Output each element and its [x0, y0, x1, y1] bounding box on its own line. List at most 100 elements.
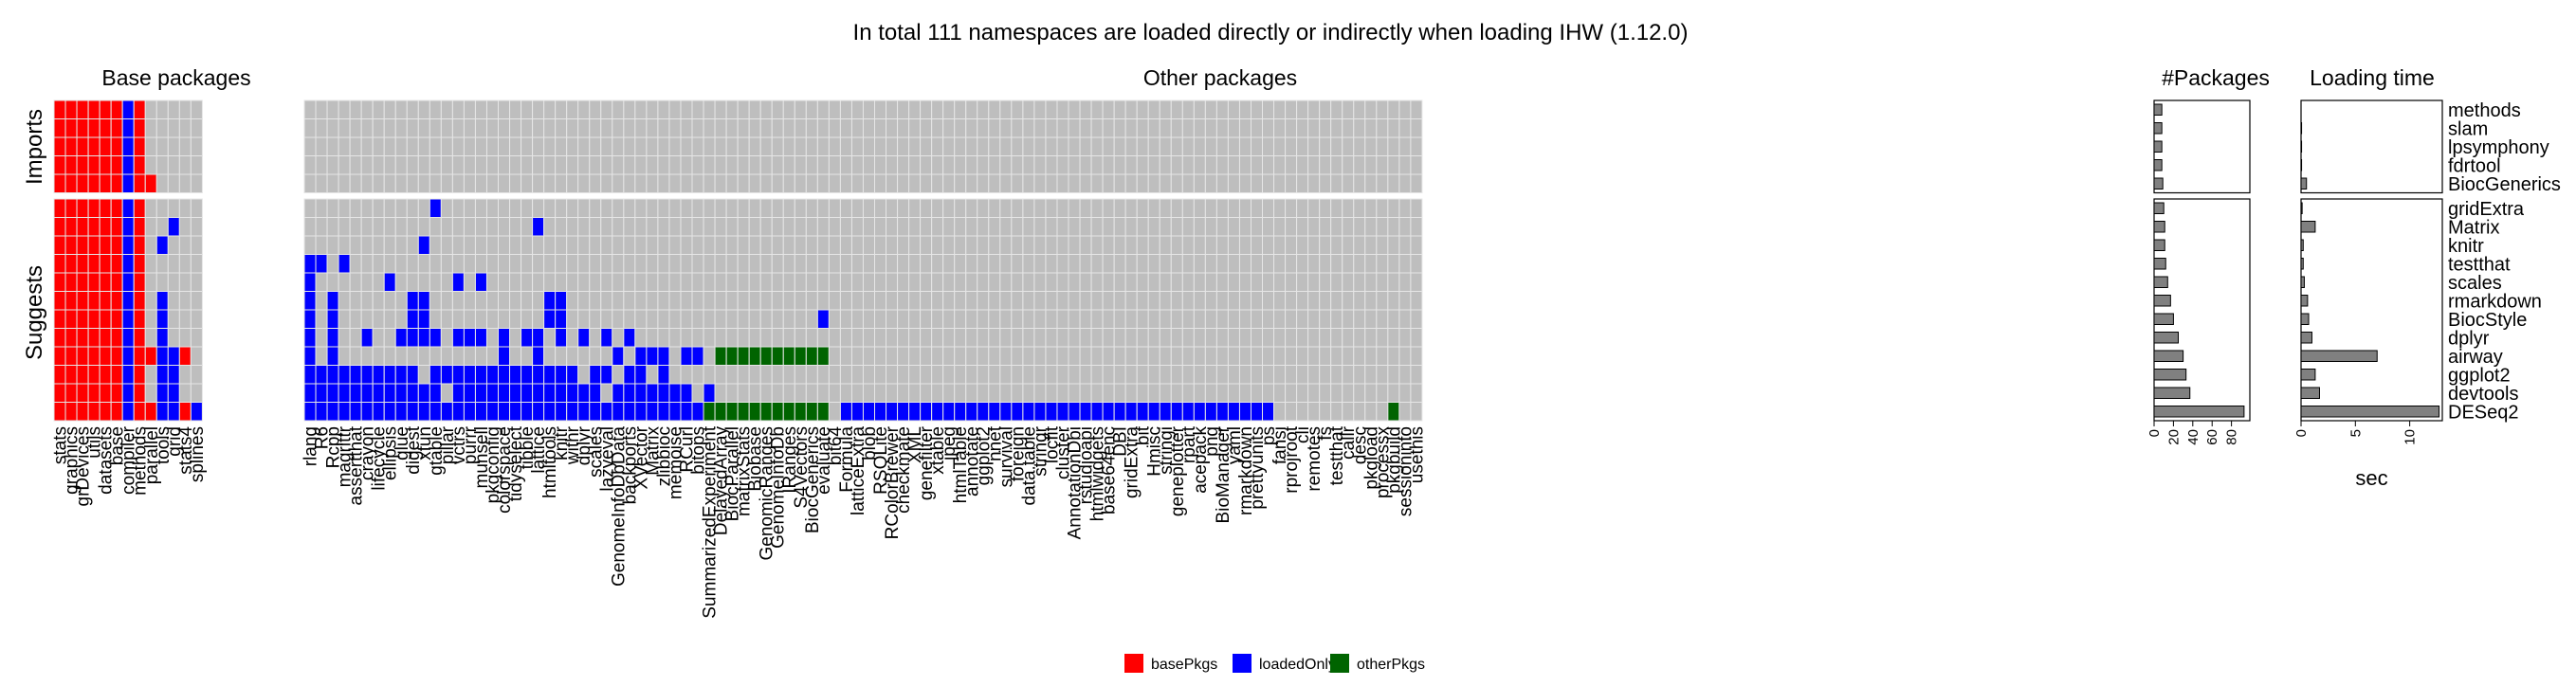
cell-testthat-glue [394, 254, 408, 274]
cell-Matrix-datasets [99, 217, 112, 237]
cell-knitr-munsell [474, 235, 487, 255]
cell-lpsymphony-base64enc [1102, 136, 1115, 156]
column-label-pkgconfig: pkgconfig [484, 426, 503, 503]
cell-BiocGenerics-datasets [99, 173, 112, 193]
cell-BiocGenerics-gtable [429, 173, 442, 193]
cell-rmarkdown-blob [862, 291, 875, 311]
cell-methods-yaml [1227, 99, 1240, 119]
cell-knitr-stats [53, 235, 66, 255]
cell-BiocGenerics-cli [1296, 173, 1309, 193]
cell-BiocGenerics-remotes [1307, 173, 1321, 193]
cell-ggplot2-stats4 [178, 365, 192, 385]
cell-devtools-colorspace [498, 383, 511, 403]
cell-knitr-cluster [1056, 235, 1069, 255]
cell-knitr-fs [1319, 235, 1332, 255]
cell-BiocGenerics-lifecycle [372, 173, 385, 193]
cell-lpsymphony-rstudioapi [1079, 136, 1092, 156]
cell-gridExtra-graphics [64, 198, 78, 218]
cell-fdrtool-testthat [1330, 155, 1343, 175]
cell-BiocGenerics-grid [167, 173, 180, 193]
cell-devtools-datasets [99, 383, 112, 403]
cell-gridExtra-processx [1376, 198, 1389, 218]
cell-scales-DelayedArray [714, 272, 727, 292]
cell-methods-Formula [839, 99, 852, 119]
column-label-survival: survival [996, 426, 1016, 487]
cell-knitr-Formula [839, 235, 852, 255]
cell-rmarkdown-SummarizedExperiment [703, 291, 716, 311]
cell-devtools-callr [1342, 383, 1355, 403]
cell-rmarkdown-testthat [1330, 291, 1343, 311]
cell-fdrtool-pkgconfig [485, 155, 500, 175]
cell-dplyr-dplyr [577, 328, 591, 348]
cell-ggplot2-zlibbioc [657, 365, 670, 385]
row-group-label-imports: Imports [22, 109, 47, 185]
cell-dplyr-prettyunits [1250, 328, 1264, 348]
cell-lpsymphony-callr [1342, 136, 1355, 156]
cell-BiocStyle-pillar [440, 309, 453, 329]
cell-lpsymphony-magrittr [338, 136, 351, 156]
cell-Matrix-matrixStats [737, 217, 750, 237]
cell-DESeq2-usethis [1410, 402, 1423, 422]
cell-ggplot2-IRanges [782, 365, 795, 385]
row-label-knitr: knitr [2448, 236, 2484, 257]
cell-lpsymphony-yaml [1227, 136, 1240, 156]
cell-testthat-checkmate [897, 254, 910, 274]
cell-lpsymphony-tidyselect [509, 136, 522, 156]
cell-DESeq2-BioManager [1215, 402, 1229, 422]
cell-scales-bitops [691, 272, 704, 292]
cell-rmarkdown-rprojroot [1285, 291, 1298, 311]
cell-BiocGenerics-stringi [1159, 173, 1172, 193]
cell-slam-rpart [1181, 118, 1195, 138]
cell-airway-BioManager [1215, 346, 1229, 366]
cell-airway-base64enc [1102, 346, 1115, 366]
cell-knitr-tools [155, 235, 169, 255]
column-label-XML: XML [905, 426, 925, 463]
cell-BiocGenerics-parallel [144, 173, 157, 193]
cell-fdrtool-callr [1342, 155, 1355, 175]
cell-lpsymphony-scales [589, 136, 602, 156]
cell-scales-scales [589, 272, 602, 292]
cell-BiocStyle-BiocParallel [725, 309, 739, 329]
cell-testthat-rprojroot [1285, 254, 1298, 274]
cell-slam-ggplot2 [977, 118, 990, 138]
cell-scales-genefilter [920, 272, 933, 292]
column-label-htmltools: htmltools [540, 426, 560, 498]
column-label-methods: methods [131, 426, 151, 496]
column-label-IRanges: IRanges [780, 426, 800, 494]
cell-Matrix-stats4 [178, 217, 192, 237]
cell-fdrtool-digest [406, 155, 419, 175]
cell-scales-gtable [429, 272, 442, 292]
row-label-DESeq2: DESeq2 [2448, 402, 2519, 423]
column-label-bit: bit [1134, 425, 1154, 445]
column-label-processx: processx [1373, 426, 1393, 499]
cell-slam-Hmisc [1147, 118, 1160, 138]
cell-methods-Hmisc [1147, 99, 1160, 119]
column-label-grDevices: grDevices [74, 426, 94, 506]
cell-ggplot2-S4Vectors [794, 365, 807, 385]
cell-DESeq2-GenomeInfoDb [771, 402, 784, 422]
cell-BiocGenerics-utils [87, 173, 100, 193]
cell-BiocStyle-Formula [839, 309, 852, 329]
cell-knitr-rlang [303, 235, 317, 255]
cell-lpsymphony-stringr [1033, 136, 1047, 156]
cell-devtools-GenomeInfoDb [771, 383, 784, 403]
cell-DESeq2-blob [862, 402, 875, 422]
cell-ggplot2-genefilter [920, 365, 933, 385]
cell-methods-fs [1319, 99, 1332, 119]
cell-slam-DelayedArray [714, 118, 727, 138]
cell-dplyr-tibble [521, 328, 534, 348]
cell-Matrix-acepack [1193, 217, 1206, 237]
cell-airway-fansi [1273, 346, 1287, 366]
cell-lpsymphony-tibble [521, 136, 534, 156]
cell-BiocGenerics-processx [1376, 173, 1389, 193]
cell-rmarkdown-RColorBrewer [886, 291, 899, 311]
cell-Matrix-backports [623, 217, 636, 237]
cell-testthat-digest [406, 254, 419, 274]
cell-airway-compiler [121, 346, 135, 366]
cell-BiocGenerics-genefilter [920, 173, 933, 193]
cell-methods-stats [53, 99, 66, 119]
cell-scales-rstudioapi [1079, 272, 1092, 292]
cell-ggplot2-bit [1136, 365, 1149, 385]
cell-methods-BiocGenerics [805, 99, 818, 119]
cell-rmarkdown-vctrs [451, 291, 465, 311]
